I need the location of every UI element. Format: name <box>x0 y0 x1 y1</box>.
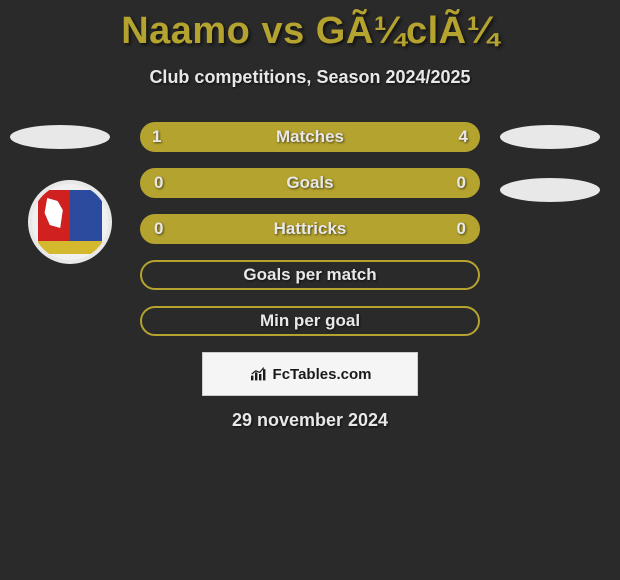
stat-val-right: 0 <box>457 219 466 239</box>
stat-row-matches: 1 Matches 4 <box>140 122 480 152</box>
chart-icon <box>249 366 269 382</box>
stat-label: Matches <box>276 127 344 147</box>
stat-val-right: 4 <box>459 127 468 147</box>
subtitle: Club competitions, Season 2024/2025 <box>0 67 620 88</box>
stat-row-min-per-goal: Min per goal <box>140 306 480 336</box>
stat-label: Goals per match <box>243 265 376 285</box>
club-logo <box>28 180 112 264</box>
stat-val-left: 0 <box>154 173 163 193</box>
stat-left-segment <box>140 122 208 152</box>
stat-label: Goals <box>286 173 333 193</box>
logo-stripe <box>38 241 102 254</box>
page-title: Naamo vs GÃ¼clÃ¼ <box>0 0 620 53</box>
player-right-placeholder-2 <box>500 178 600 202</box>
stats-container: 1 Matches 4 0 Goals 0 0 Hattricks 0 Goal… <box>140 122 480 352</box>
stat-row-goals-per-match: Goals per match <box>140 260 480 290</box>
player-right-placeholder-1 <box>500 125 600 149</box>
stat-val-left: 0 <box>154 219 163 239</box>
stat-val-right: 0 <box>457 173 466 193</box>
attribution-badge[interactable]: FcTables.com <box>202 352 418 396</box>
stat-label: Min per goal <box>260 311 360 331</box>
player-left-placeholder <box>10 125 110 149</box>
stat-row-hattricks: 0 Hattricks 0 <box>140 214 480 244</box>
stat-val-left: 1 <box>152 127 161 147</box>
attribution-text: FcTables.com <box>273 366 372 383</box>
stat-row-goals: 0 Goals 0 <box>140 168 480 198</box>
date-text: 29 november 2024 <box>232 410 388 431</box>
stat-label: Hattricks <box>274 219 347 239</box>
logo-right-panel <box>70 190 102 241</box>
